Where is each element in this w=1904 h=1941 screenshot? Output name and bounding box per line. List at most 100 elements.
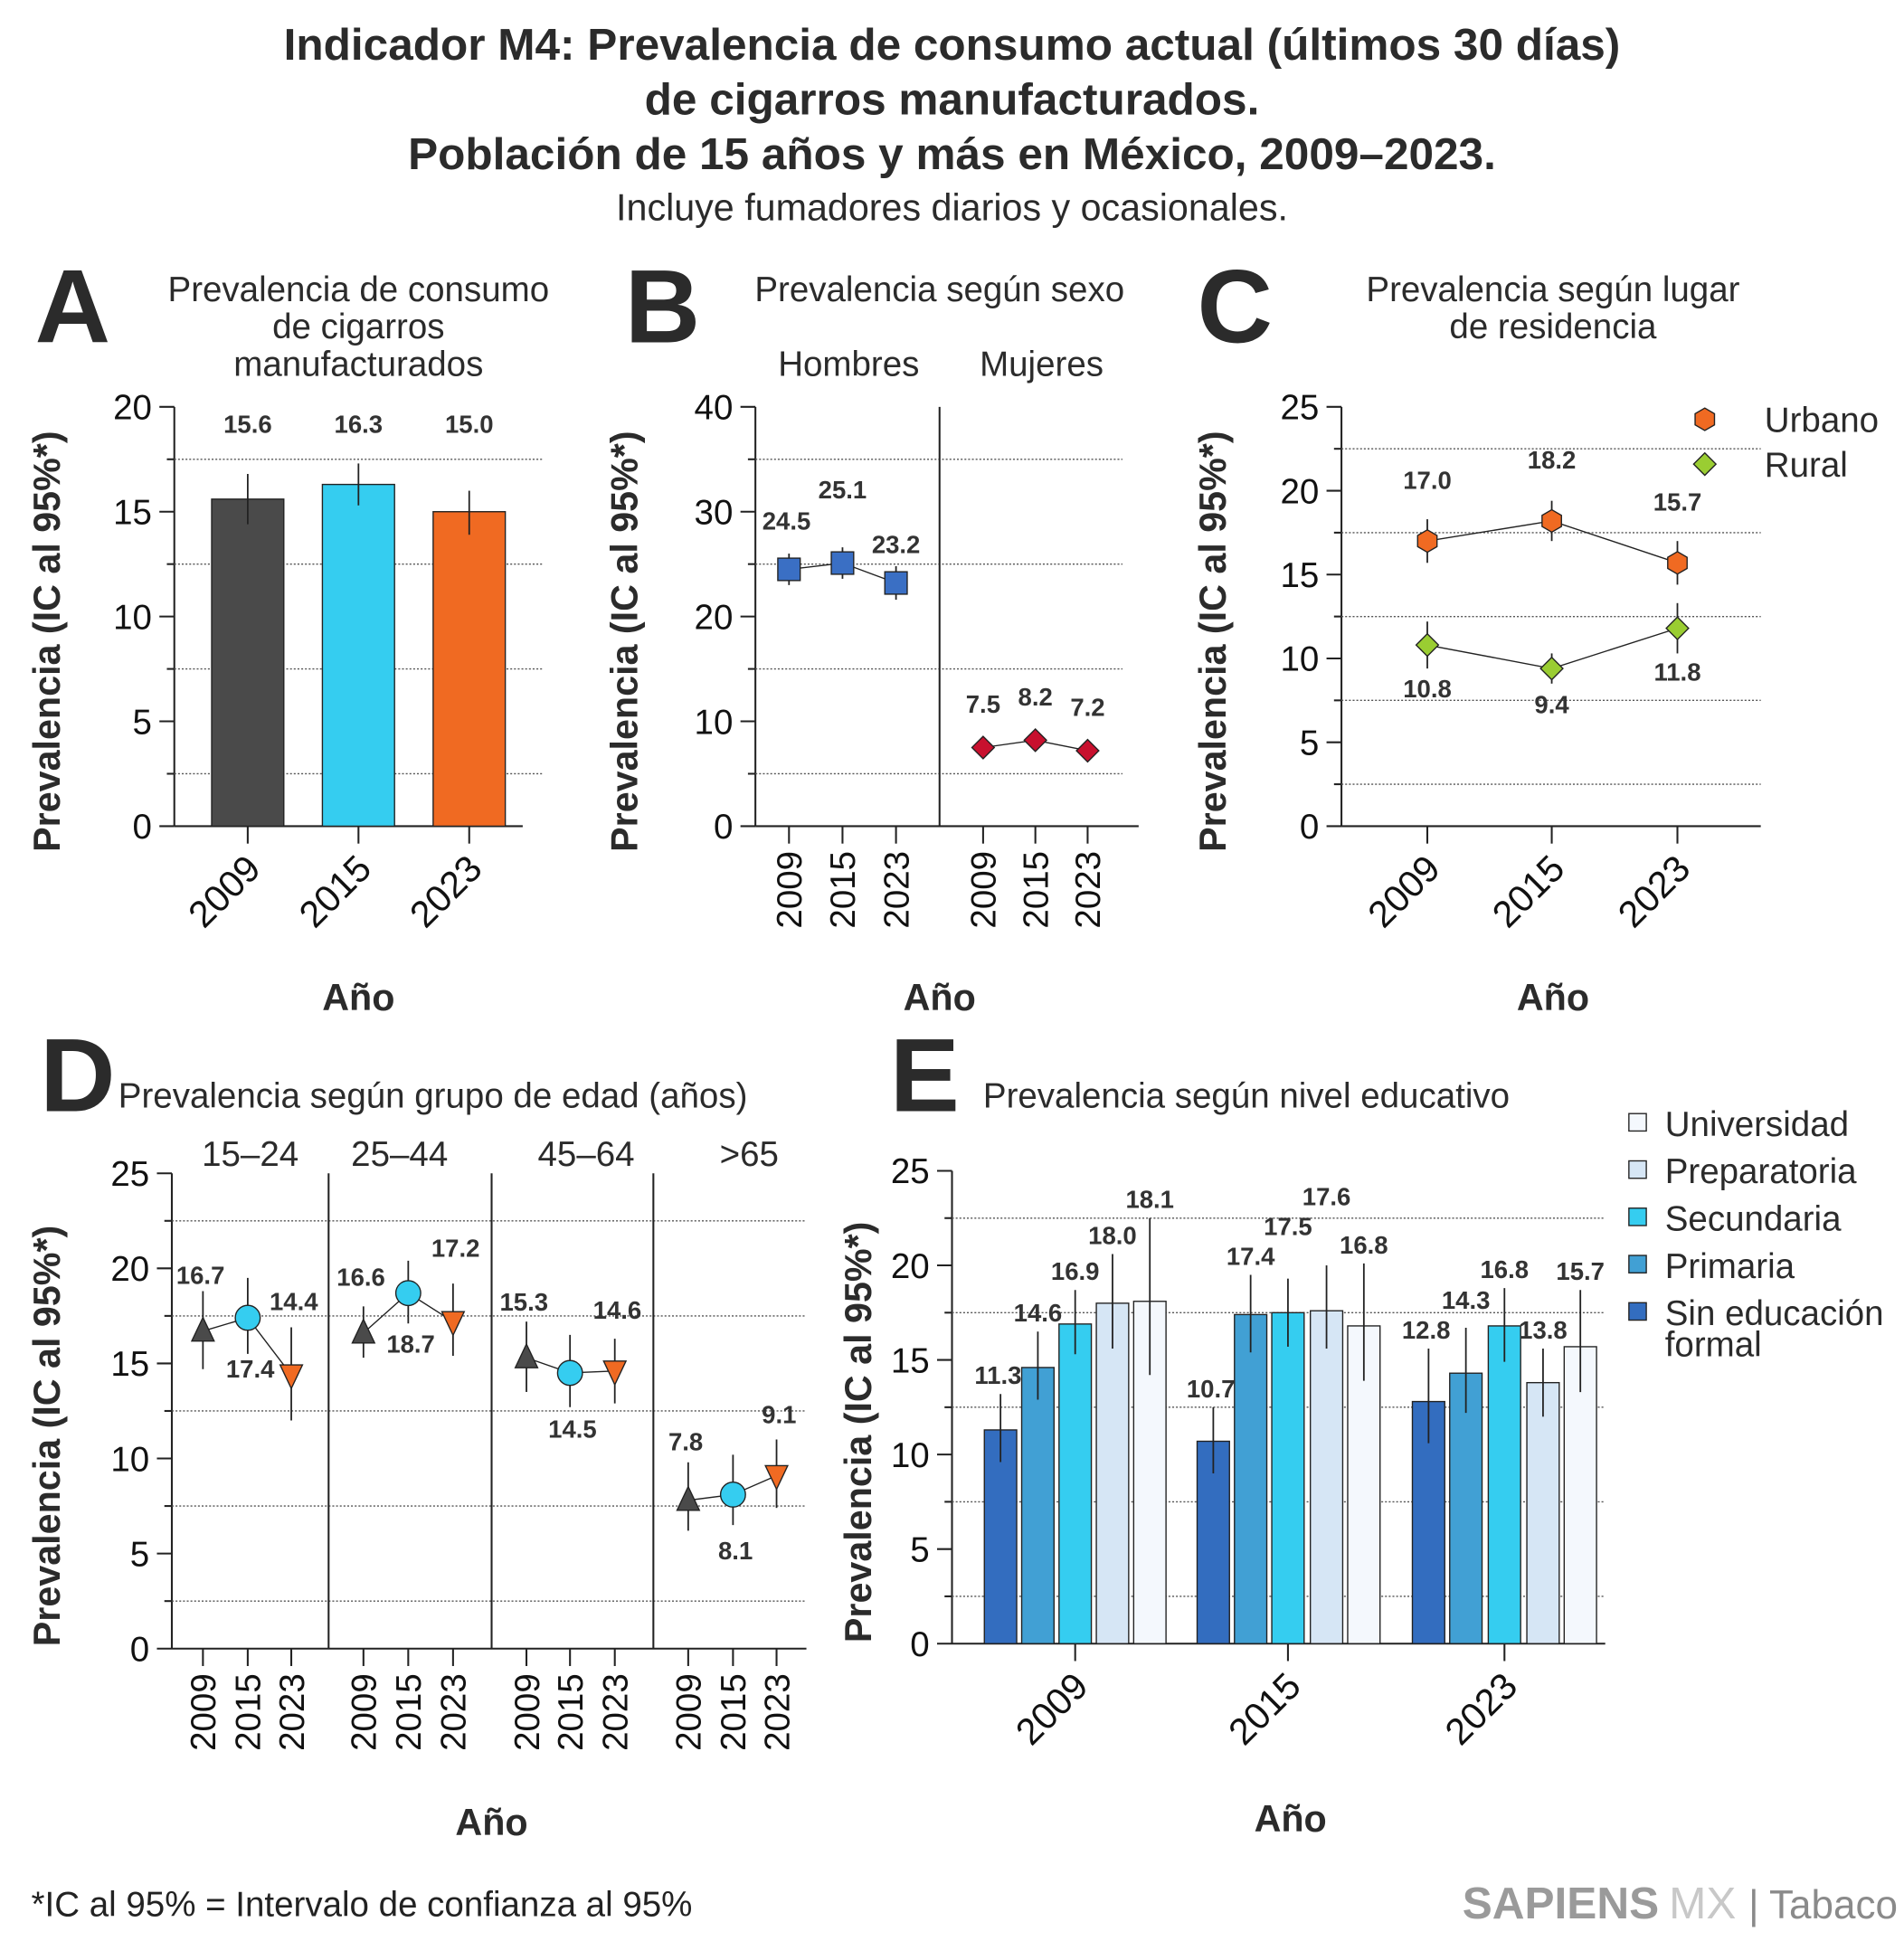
y-axis-label: Prevalencia (IC al 95%*) [1192, 431, 1234, 851]
data-label: 15.7 [1653, 488, 1702, 516]
data-label: 16.6 [336, 1264, 385, 1292]
x-tick-label: 2009 [965, 851, 1004, 929]
y-axis-label: Prevalencia (IC al 95%*) [26, 1226, 68, 1646]
legend-label: Urbano [1765, 401, 1879, 440]
x-tick-label: 2009 [508, 1673, 547, 1751]
data-label: 10.8 [1403, 675, 1452, 703]
group-label: 15–24 [202, 1135, 298, 1174]
bar [1271, 1311, 1305, 1644]
group-label: 25–44 [351, 1135, 448, 1174]
data-label: 12.8 [1402, 1316, 1451, 1344]
data-point-diamond [971, 735, 996, 760]
data-point-diamond [1023, 728, 1048, 753]
x-axis-label: Año [904, 977, 976, 1018]
y-tick-label: 30 [695, 493, 734, 532]
x-tick-label: 2023 [1437, 1665, 1525, 1753]
data-label: 14.5 [548, 1415, 597, 1443]
data-point-diamond [1539, 656, 1564, 681]
bar [1058, 1323, 1093, 1644]
bar [1196, 1440, 1230, 1644]
legend-label: formal [1665, 1325, 1762, 1364]
title-line-3: Población de 15 años y más en México, 20… [408, 129, 1496, 179]
x-tick-label: 2015 [824, 851, 863, 929]
y-tick-label: 25 [1280, 389, 1319, 428]
data-point-triangle-up [351, 1318, 376, 1344]
legend-swatch [1628, 1160, 1647, 1179]
data-label: 17.0 [1403, 466, 1452, 494]
x-axis-label: Año [1517, 977, 1589, 1018]
legend-label: Preparatoria [1665, 1152, 1857, 1191]
y-tick-label: 0 [130, 1630, 149, 1669]
x-tick-label: 2009 [771, 851, 810, 929]
bar [211, 498, 285, 828]
data-point-square [830, 551, 855, 575]
bar [1563, 1346, 1597, 1644]
x-tick-label: 2015 [291, 847, 379, 935]
data-label: 23.2 [872, 531, 921, 559]
y-tick-label: 0 [910, 1625, 929, 1664]
data-label: 16.9 [1051, 1257, 1100, 1285]
bar [1020, 1367, 1055, 1644]
y-tick-label: 0 [714, 808, 733, 847]
data-label: 14.4 [270, 1288, 318, 1316]
data-label: 18.0 [1088, 1221, 1137, 1249]
data-point-circle [394, 1280, 422, 1307]
bar [1487, 1325, 1521, 1644]
legend-swatch [1628, 1255, 1647, 1273]
legend-swatch [1628, 1302, 1647, 1321]
x-tick-label: 2023 [1610, 847, 1698, 935]
panel-title: Prevalencia según sexo [754, 270, 1124, 309]
legend-swatch [1628, 1113, 1647, 1132]
legend-label: Secundaria [1665, 1200, 1842, 1239]
bar [1234, 1313, 1268, 1644]
y-tick-label: 40 [695, 389, 734, 428]
data-label: 25.1 [819, 476, 867, 504]
legend-label: Universidad [1665, 1105, 1849, 1144]
y-tick-label: 10 [113, 598, 152, 637]
x-tick-label: 2023 [596, 1673, 635, 1751]
legend-swatch [1628, 1207, 1647, 1226]
bar [1309, 1310, 1344, 1644]
data-point-triangle-down [602, 1360, 628, 1387]
logo-suffix: MX [1669, 1879, 1736, 1928]
x-tick-label: 2009 [1008, 1665, 1095, 1753]
x-tick-label: 2009 [670, 1673, 709, 1751]
data-point-hexagon [1667, 551, 1688, 575]
panel-title: Prevalencia según lugar [1366, 270, 1739, 309]
legend-label: Primaria [1665, 1247, 1795, 1286]
y-tick-label: 20 [695, 598, 734, 637]
logo-section: | Tabaco [1748, 1883, 1898, 1927]
x-tick-label: 2015 [390, 1673, 429, 1751]
data-point-circle [719, 1482, 746, 1508]
data-label: 18.2 [1528, 446, 1577, 474]
data-label: 17.4 [226, 1355, 275, 1383]
legend-label: Rural [1765, 446, 1848, 485]
panel-letter: E [890, 1017, 960, 1133]
data-label: 9.4 [1534, 691, 1569, 719]
y-tick-label: 20 [110, 1250, 149, 1289]
panel-title: Prevalencia de consumo [168, 270, 550, 309]
data-label: 14.3 [1442, 1286, 1491, 1314]
data-label: 18.7 [386, 1330, 435, 1359]
data-label: 11.8 [1653, 658, 1700, 686]
y-tick-label: 20 [891, 1247, 930, 1286]
bar [1449, 1372, 1483, 1644]
y-tick-label: 15 [1280, 556, 1319, 595]
data-point-circle [556, 1359, 583, 1387]
data-point-diamond [1075, 738, 1100, 763]
data-label: 10.7 [1187, 1375, 1236, 1403]
x-tick-label: 2015 [552, 1673, 591, 1751]
y-tick-label: 5 [130, 1535, 149, 1574]
y-tick-label: 20 [113, 389, 152, 428]
data-label: 7.2 [1070, 693, 1104, 721]
group-label: >65 [720, 1135, 779, 1174]
data-point-diamond [1665, 616, 1690, 640]
y-tick-label: 15 [113, 493, 152, 532]
y-axis-label: Prevalencia (IC al 95%*) [603, 431, 645, 851]
data-label: 15.0 [445, 411, 494, 439]
x-tick-label: 2023 [1069, 851, 1108, 929]
x-tick-label: 2023 [877, 851, 916, 929]
x-tick-label: 2009 [1359, 847, 1447, 935]
data-point-diamond [1692, 451, 1718, 477]
y-axis-label: Prevalencia (IC al 95%*) [26, 431, 68, 851]
